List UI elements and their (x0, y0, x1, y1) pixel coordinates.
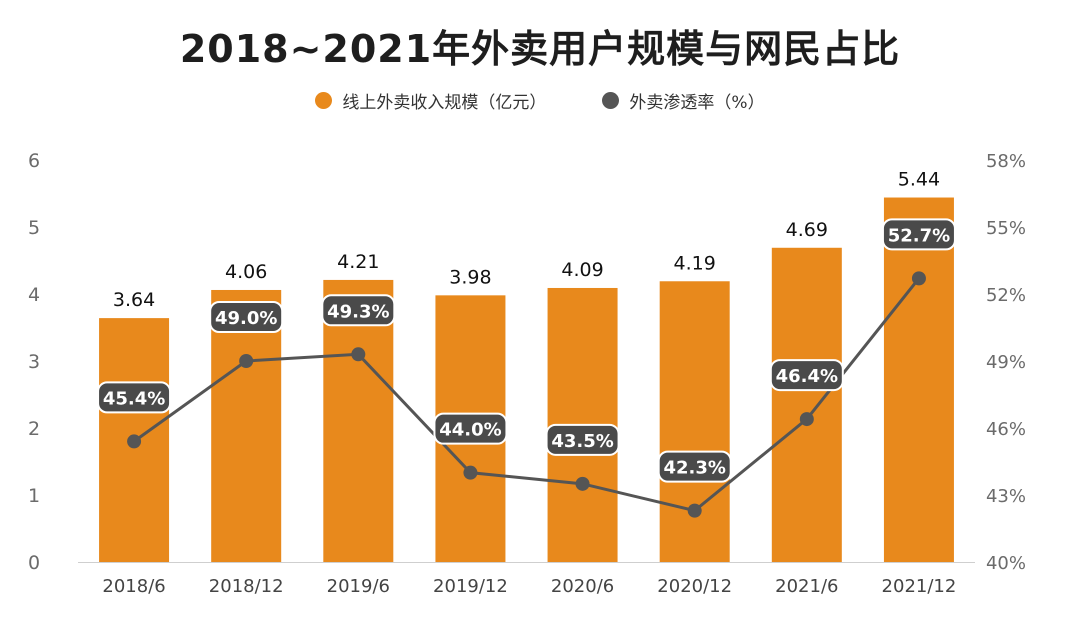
line-value-badge (769, 359, 844, 392)
bar-value-label: 5.44 (898, 169, 940, 191)
x-tick-label: 2019/6 (327, 576, 390, 597)
bar-value-label: 4.21 (337, 251, 379, 273)
line-point (463, 465, 478, 480)
bar (659, 281, 730, 562)
line-group (127, 271, 926, 518)
line-value-badge (657, 450, 732, 483)
x-tick-label: 2021/6 (775, 576, 838, 597)
legend-swatch-penetration (602, 92, 620, 109)
y-tick-label: 5 (28, 217, 40, 239)
axes-group: 0 1 2 3 4 5 6 40% 43% 46% 49% 52% 55% 58% 2018/6 2018/1… (28, 150, 1026, 597)
line-value-label: 49.0% (215, 308, 277, 329)
bar-value-label: 3.98 (449, 266, 491, 288)
y2-tick-label: 46% (986, 419, 1026, 440)
bar-value-label: 3.64 (113, 289, 155, 311)
line-penetration (133, 277, 921, 513)
bar-value-label: 4.09 (561, 259, 603, 281)
y2-tick-label: 43% (986, 486, 1026, 507)
y2-tick-label: 55% (986, 218, 1026, 239)
line-point (799, 412, 814, 427)
line-value-badge (97, 381, 172, 414)
line-value-label: 52.7% (888, 225, 950, 246)
y-tick-label: 0 (28, 552, 40, 574)
line-point (687, 503, 702, 518)
bar-value-label: 4.19 (674, 252, 716, 274)
bar (883, 197, 954, 562)
bar (211, 289, 282, 562)
y-tick-label: 3 (28, 351, 40, 373)
bar (323, 279, 394, 562)
y2-tick-label: 49% (986, 352, 1026, 373)
line-point (127, 434, 142, 449)
line-point (575, 476, 590, 491)
x-tick-label: 2019/12 (433, 576, 508, 597)
line-point (239, 354, 254, 368)
legend: 线上外卖收入规模（亿元） 外卖渗透率（%） (0, 88, 1080, 113)
line-value-badge (209, 301, 284, 333)
line-value-label: 46.4% (776, 366, 838, 387)
line-value-label: 49.3% (327, 301, 389, 322)
labels-group: 3.64 4.06 4.21 3.98 4.09 4.19 4.69 5.44 45.4% 49.… (97, 169, 956, 483)
legend-item-revenue: 线上外卖收入规模（亿元） (315, 88, 546, 113)
legend-label-revenue: 线上外卖收入规模（亿元） (342, 93, 547, 113)
line-point (351, 347, 366, 362)
line-value-label: 44.0% (439, 420, 501, 441)
bar-value-label: 4.69 (786, 219, 828, 241)
x-tick-label: 2021/12 (882, 576, 957, 597)
x-tick-label: 2020/6 (551, 576, 614, 597)
y-tick-label: 6 (28, 150, 40, 172)
line-value-label: 43.5% (551, 431, 613, 452)
y2-tick-label: 52% (986, 285, 1026, 306)
line-value-badge (321, 294, 396, 327)
line-value-badge (545, 423, 620, 456)
line-value-badge (433, 412, 508, 445)
line-point (911, 271, 926, 286)
y-tick-label: 1 (28, 485, 40, 507)
legend-swatch-revenue (315, 92, 333, 109)
y2-tick-label: 40% (986, 553, 1026, 574)
y-tick-label: 4 (28, 284, 40, 306)
legend-label-penetration: 外卖渗透率（%） (629, 93, 765, 113)
line-value-label: 42.3% (663, 458, 725, 479)
x-tick-label: 2018/12 (209, 576, 284, 597)
x-tick-label: 2020/12 (657, 576, 732, 597)
bar-value-label: 4.06 (225, 261, 267, 283)
legend-item-penetration: 外卖渗透率（%） (602, 88, 765, 113)
bar (771, 247, 842, 562)
line-value-badge (881, 218, 956, 251)
y2-tick-label: 58% (986, 151, 1026, 172)
x-tick-label: 2018/6 (102, 576, 165, 597)
y-tick-label: 2 (28, 418, 40, 440)
line-value-label: 45.4% (103, 388, 165, 409)
chart-title: 2018~2021年外卖用户规模与网民占比 (179, 27, 901, 71)
